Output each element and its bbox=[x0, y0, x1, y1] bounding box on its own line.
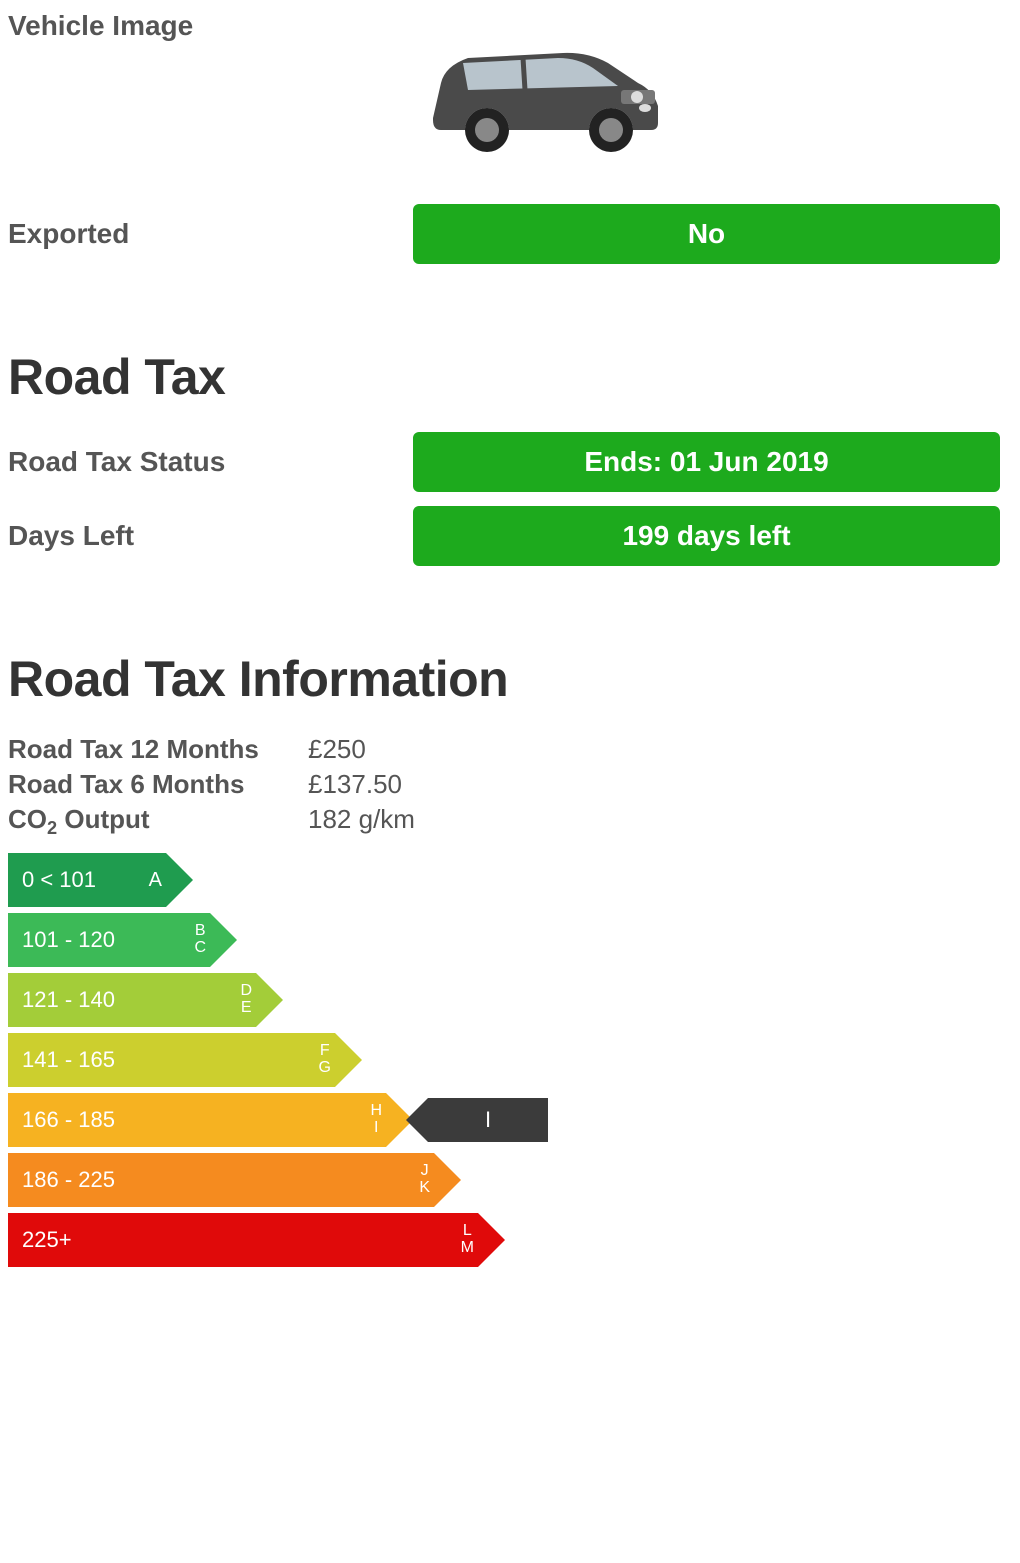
co2-band-range: 186 - 225 bbox=[22, 1167, 419, 1193]
tax-12-label: Road Tax 12 Months bbox=[8, 734, 308, 765]
co2-indicator: I bbox=[428, 1098, 548, 1142]
co2-band-row: 186 - 225JK bbox=[8, 1153, 568, 1207]
co2-band-arrow-icon bbox=[256, 973, 283, 1027]
days-left-badge: 199 days left bbox=[413, 506, 1000, 566]
tax-12-value: £250 bbox=[308, 734, 366, 765]
co2-band: 141 - 165FG bbox=[8, 1033, 335, 1087]
co2-band-arrow-icon bbox=[210, 913, 237, 967]
tax-6-value: £137.50 bbox=[308, 769, 402, 800]
co2-band: 101 - 120BC bbox=[8, 913, 210, 967]
co2-band-letters: BC bbox=[194, 923, 210, 957]
exported-row: Exported No bbox=[8, 204, 1000, 264]
vehicle-image-container bbox=[413, 8, 1000, 168]
co2-label: CO2 Output bbox=[8, 804, 308, 839]
co2-band-range: 225+ bbox=[22, 1227, 461, 1253]
exported-label: Exported bbox=[8, 216, 413, 252]
co2-value: 182 g/km bbox=[308, 804, 415, 839]
co2-band: 0 < 101A bbox=[8, 853, 166, 907]
road-tax-status-badge: Ends: 01 Jun 2019 bbox=[413, 432, 1000, 492]
vehicle-image-row: Vehicle Image bbox=[8, 8, 1000, 168]
co2-band-range: 141 - 165 bbox=[22, 1047, 319, 1073]
co2-band: 166 - 185HI bbox=[8, 1093, 386, 1147]
road-tax-heading: Road Tax bbox=[8, 348, 1000, 406]
co2-label-post: Output bbox=[57, 804, 149, 834]
co2-band-arrow-icon bbox=[434, 1153, 461, 1207]
road-tax-info-heading: Road Tax Information bbox=[8, 650, 1000, 708]
co2-band-arrow-icon bbox=[335, 1033, 362, 1087]
co2-band-range: 101 - 120 bbox=[22, 927, 194, 953]
vehicle-image-label: Vehicle Image bbox=[8, 8, 413, 44]
days-left-label: Days Left bbox=[8, 518, 413, 554]
vehicle-image-icon bbox=[413, 8, 673, 168]
road-tax-status-label: Road Tax Status bbox=[8, 444, 413, 480]
exported-badge: No bbox=[413, 204, 1000, 264]
co2-band-arrow-icon bbox=[478, 1213, 505, 1267]
co2-band-row: 166 - 185HI I bbox=[8, 1093, 568, 1147]
co2-label-pre: CO bbox=[8, 804, 47, 834]
co2-band-letters: JK bbox=[419, 1163, 434, 1197]
co2-band: 225+LM bbox=[8, 1213, 478, 1267]
co2-band-row: 141 - 165FG bbox=[8, 1033, 568, 1087]
co2-label-sub: 2 bbox=[47, 818, 57, 838]
co2-band-letters: HI bbox=[370, 1103, 386, 1137]
co2-band-row: 225+LM bbox=[8, 1213, 568, 1267]
co2-band-letters: DE bbox=[240, 983, 256, 1017]
co2-band: 186 - 225JK bbox=[8, 1153, 434, 1207]
co2-band-letters: A bbox=[149, 870, 166, 891]
co2-band-row: 0 < 101A bbox=[8, 853, 568, 907]
co2-band-range: 121 - 140 bbox=[22, 987, 240, 1013]
co2-band-chart: 0 < 101A 101 - 120BC 121 - 140DE 141 - 165F… bbox=[8, 853, 568, 1267]
tax-6-row: Road Tax 6 Months £137.50 bbox=[8, 769, 1000, 800]
co2-band-range: 0 < 101 bbox=[22, 867, 149, 893]
road-tax-status-row: Road Tax Status Ends: 01 Jun 2019 bbox=[8, 432, 1000, 492]
tax-6-label: Road Tax 6 Months bbox=[8, 769, 308, 800]
co2-band-row: 121 - 140DE bbox=[8, 973, 568, 1027]
tax-12-row: Road Tax 12 Months £250 bbox=[8, 734, 1000, 765]
co2-band-range: 166 - 185 bbox=[22, 1107, 370, 1133]
co2-row: CO2 Output 182 g/km bbox=[8, 804, 1000, 839]
co2-band: 121 - 140DE bbox=[8, 973, 256, 1027]
co2-band-letters: LM bbox=[461, 1223, 478, 1257]
co2-band-arrow-icon bbox=[166, 853, 193, 907]
co2-band-letters: FG bbox=[319, 1043, 335, 1077]
co2-band-row: 101 - 120BC bbox=[8, 913, 568, 967]
days-left-row: Days Left 199 days left bbox=[8, 506, 1000, 566]
